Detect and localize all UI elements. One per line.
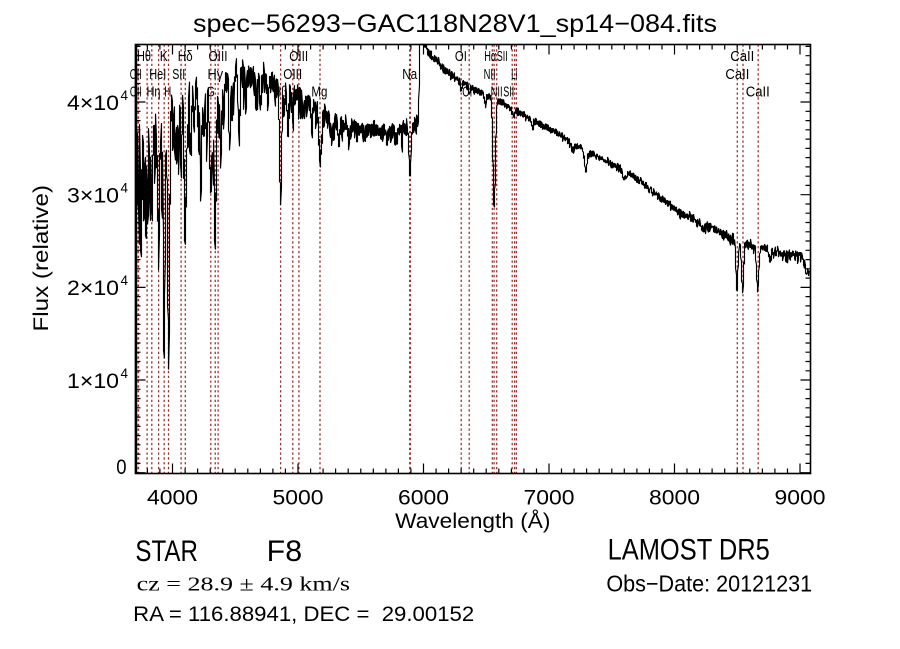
svg-text:Mg: Mg [311,84,327,100]
svg-text:Obs−Date: 20121231: Obs−Date: 20121231 [606,571,812,597]
svg-text:6000: 6000 [398,485,449,509]
svg-text:OIII: OIII [209,49,228,65]
svg-text:4000: 4000 [147,485,198,509]
svg-text:4: 4 [121,366,129,381]
svg-text:8000: 8000 [649,485,700,509]
svg-text:H: H [164,84,171,100]
svg-text:1×10: 1×10 [67,369,119,393]
svg-text:OIII: OIII [289,49,308,65]
svg-text:9000: 9000 [775,485,826,509]
svg-text:SII: SII [503,84,514,100]
svg-text:RA = 116.88941, DEC = 29.0015: RA = 116.88941, DEC = 29.00152 [133,602,474,626]
svg-text:SII: SII [172,67,185,83]
svg-text:SII: SII [497,49,508,65]
svg-text:0: 0 [116,455,126,479]
svg-text:F8: F8 [267,535,302,568]
svg-text:4: 4 [121,88,129,103]
svg-text:Hα: Hα [484,49,496,65]
svg-text:Hθ: Hθ [137,49,151,65]
svg-text:5000: 5000 [273,485,324,509]
svg-text:LAMOST DR5: LAMOST DR5 [608,534,770,567]
svg-text:Hγ: Hγ [208,67,224,83]
svg-text:Flux (relative): Flux (relative) [29,185,53,332]
svg-text:NII: NII [484,67,496,83]
svg-text:CaII: CaII [725,67,749,83]
svg-text:spec−56293−GAC118N28V1_sp14−08: spec−56293−GAC118N28V1_sp14−084.fits [193,10,717,38]
svg-text:cz = 28.9 ± 4.9 km/s: cz = 28.9 ± 4.9 km/s [137,573,350,595]
svg-text:Hδ: Hδ [178,49,193,65]
svg-text:3×10: 3×10 [67,183,119,207]
svg-text:OI: OI [455,49,467,65]
svg-text:Na: Na [402,67,418,83]
svg-text:G: G [207,84,215,100]
svg-text:HeI: HeI [149,67,166,83]
svg-text:4×10: 4×10 [67,91,119,115]
svg-text:7000: 7000 [524,485,575,509]
svg-text:STAR: STAR [135,535,198,568]
svg-text:CaII: CaII [746,84,770,100]
svg-text:4: 4 [121,180,129,195]
svg-text:NII: NII [491,84,503,100]
svg-text:OI: OI [462,84,472,100]
svg-text:Hη: Hη [147,84,161,100]
svg-text:Li: Li [511,67,517,83]
svg-text:2×10: 2×10 [67,276,119,300]
svg-text:4: 4 [121,273,129,288]
svg-text:K: K [160,49,168,65]
svg-text:CaII: CaII [730,49,754,65]
svg-text:OIII: OIII [283,67,302,83]
svg-text:Wavelength (Å): Wavelength (Å) [395,509,550,533]
